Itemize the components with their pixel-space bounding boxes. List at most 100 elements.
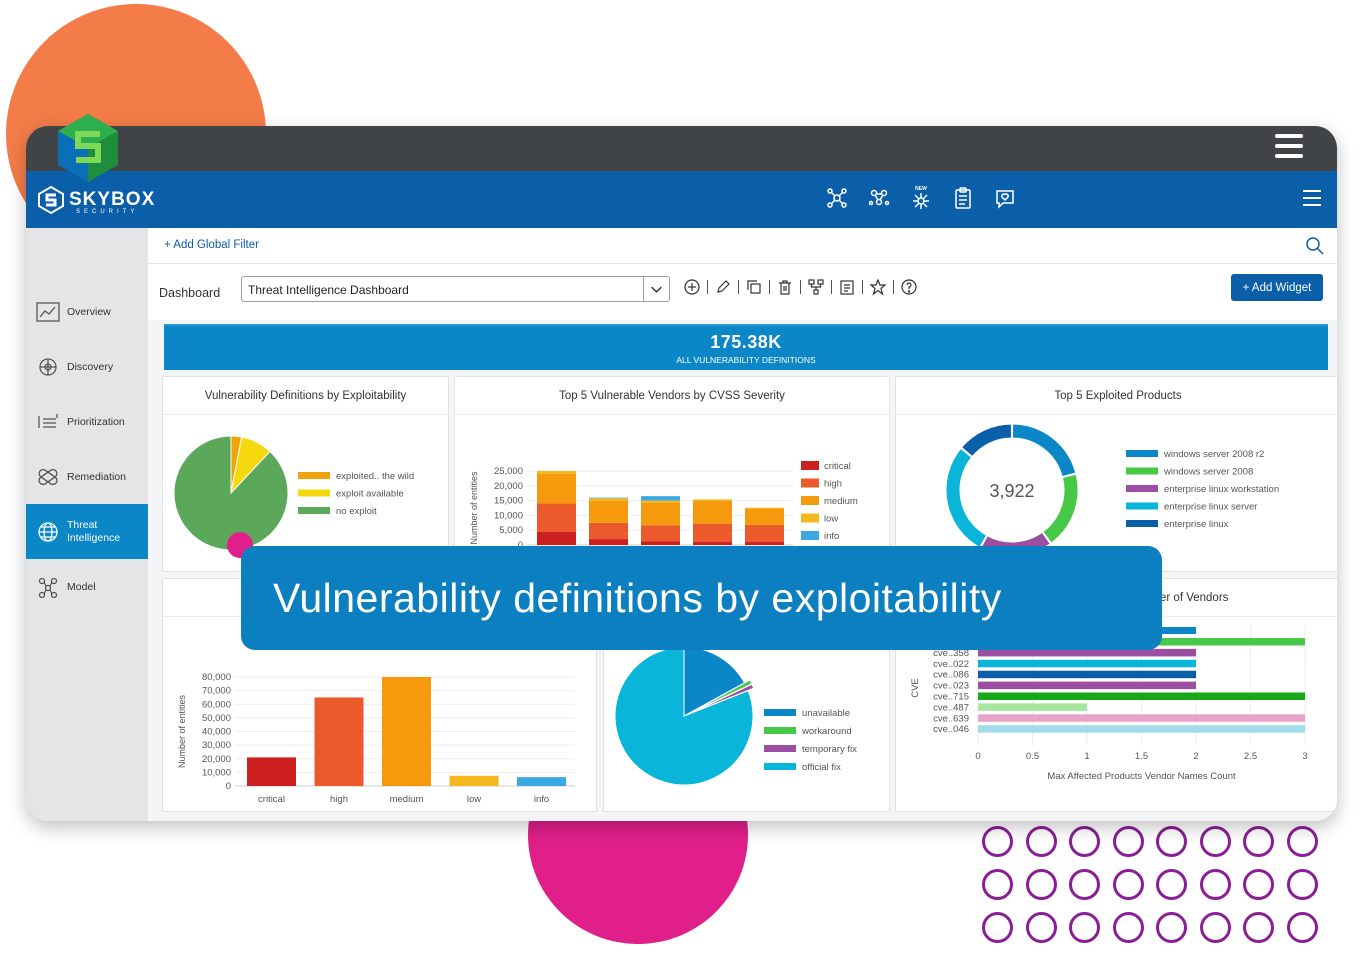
widget-title: Top 5 Vulnerable Vendors by CVSS Severit… [455, 377, 889, 415]
add-circle-icon[interactable] [683, 278, 701, 296]
hierarchy-icon[interactable] [807, 278, 825, 296]
legend-label: no exploit [336, 506, 377, 517]
add-global-filter-link[interactable]: + Add Global Filter [164, 239, 259, 251]
widget-exploitability[interactable]: Vulnerability Definitions by Exploitabil… [162, 376, 449, 572]
dashboard-select-value: Threat Intelligence Dashboard [248, 283, 409, 297]
category-label: cve..487 [933, 702, 969, 713]
bar [382, 677, 431, 786]
copy-icon[interactable] [745, 278, 763, 296]
decor-dot [1069, 826, 1100, 857]
network-map-icon[interactable] [868, 185, 890, 211]
widget-title: Vulnerability Definitions by Exploitabil… [163, 377, 448, 415]
legend-swatch [1126, 520, 1158, 527]
app-window: SKYBOX SECURITY NEW [26, 126, 1337, 821]
tick-label: 0 [975, 751, 980, 762]
category-label: medium [390, 794, 424, 805]
legend-swatch [801, 496, 819, 505]
bar-segment [641, 541, 680, 545]
edit-pen-icon[interactable] [714, 278, 732, 296]
legend-label: unavailable [802, 708, 850, 719]
decor-dot [1156, 912, 1187, 943]
help-icon[interactable] [900, 278, 918, 296]
exploited-products-donut-chart: 3,922 windows server 2008 r2 windows serve… [945, 423, 1279, 557]
chart-line-icon [36, 301, 60, 322]
tick-label: 20,000 [202, 754, 231, 765]
decor-dot [1199, 826, 1231, 857]
tick-label: 5,000 [499, 525, 523, 536]
export-icon[interactable] [838, 278, 856, 296]
tick-label: 0 [226, 781, 231, 792]
sidebar-item-prioritization[interactable]: Prioritization [26, 394, 148, 449]
chat-heart-icon[interactable] [994, 185, 1016, 211]
exploitability-pie-chart: exploited.. the wild exploit available no … [173, 435, 414, 551]
sidebar-item-discovery[interactable]: Discovery [26, 339, 148, 394]
donut-center-value: 3,922 [989, 481, 1034, 501]
brand-subtitle: SECURITY [76, 209, 139, 215]
category-label: cve..358 [933, 648, 969, 659]
legend-label: enterprise linux workstation [1164, 484, 1279, 495]
decor-dot [1112, 869, 1144, 900]
new-feature-icon[interactable]: NEW [910, 185, 932, 211]
legend-label: official fix [802, 762, 841, 773]
brand-logo[interactable]: SKYBOX SECURITY [36, 185, 154, 215]
legend-swatch [1126, 485, 1158, 492]
decor-dot [1199, 869, 1231, 900]
category-label: cve..023 [933, 681, 969, 692]
legend-label: windows server 2008 r2 [1163, 449, 1264, 460]
discovery-icon [39, 357, 57, 376]
widget-title-text: er of Vendors [1160, 592, 1229, 604]
sidebar-item-overview[interactable]: Overview [26, 284, 148, 339]
sidebar-item-threat-intelligence[interactable]: Threat Intelligence [26, 504, 148, 559]
sort-list-icon [38, 413, 58, 428]
clipboard-icon[interactable] [952, 185, 974, 211]
kpi-value: 175.38K [710, 332, 782, 352]
decor-dot [1112, 826, 1144, 857]
category-label: cve..639 [933, 713, 969, 724]
pie-slice [960, 423, 1012, 458]
legend-label: exploit available [336, 489, 404, 500]
dashboard-select[interactable]: Threat Intelligence Dashboard [241, 276, 670, 302]
kpi-banner: 175.38K ALL VULNERABILITY DEFINITIONS [164, 324, 1328, 370]
legend-swatch [298, 489, 330, 497]
bar-segment [589, 498, 628, 501]
bar [978, 714, 1305, 722]
add-widget-button[interactable]: + Add Widget [1231, 274, 1323, 301]
tick-label: 10,000 [202, 767, 231, 778]
star-icon[interactable] [869, 278, 887, 296]
bar-segment [589, 539, 628, 545]
widget-vendors-cvss[interactable]: Top 5 Vulnerable Vendors by CVSS Severit… [454, 376, 890, 572]
bar-segment [693, 542, 732, 545]
network-icon[interactable] [826, 185, 848, 211]
bar-segment [641, 500, 680, 503]
widget-exploited-products[interactable]: Top 5 Exploited Products 3,922 windows se… [895, 376, 1337, 572]
sidebar-item-model[interactable]: Model [26, 559, 148, 614]
tick-label: 25,000 [494, 466, 523, 477]
tick-label: 50,000 [202, 713, 231, 724]
category-label: cve..715 [933, 692, 969, 703]
sidebar-item-label: Discovery [67, 360, 114, 373]
nav-menu-icon[interactable] [1303, 190, 1321, 211]
bar-segment [641, 502, 680, 526]
sidebar-item-remediation[interactable]: Remediation [26, 449, 148, 504]
trash-icon[interactable] [776, 278, 794, 296]
chevron-down-icon[interactable] [643, 277, 669, 301]
category-label: cve..086 [933, 670, 969, 681]
decor-dot [1286, 869, 1318, 900]
main-menu-icon[interactable] [1275, 134, 1303, 160]
search-icon[interactable] [1305, 236, 1325, 256]
bar [978, 725, 1305, 733]
legend-swatch [764, 763, 796, 770]
bar-segment [589, 500, 628, 523]
bar-segment [745, 507, 784, 509]
pie-slice [945, 447, 988, 549]
legend-label: high [824, 479, 842, 490]
tick-label: 2.5 [1244, 751, 1257, 762]
decor-dot [1156, 826, 1187, 857]
bar-segment [693, 499, 732, 501]
pie-slice [1042, 473, 1079, 544]
legend-label: windows server 2008 [1163, 467, 1253, 478]
bar-segment [589, 497, 628, 499]
tick-label: 60,000 [202, 699, 231, 710]
tick-label: 1.5 [1135, 751, 1148, 762]
